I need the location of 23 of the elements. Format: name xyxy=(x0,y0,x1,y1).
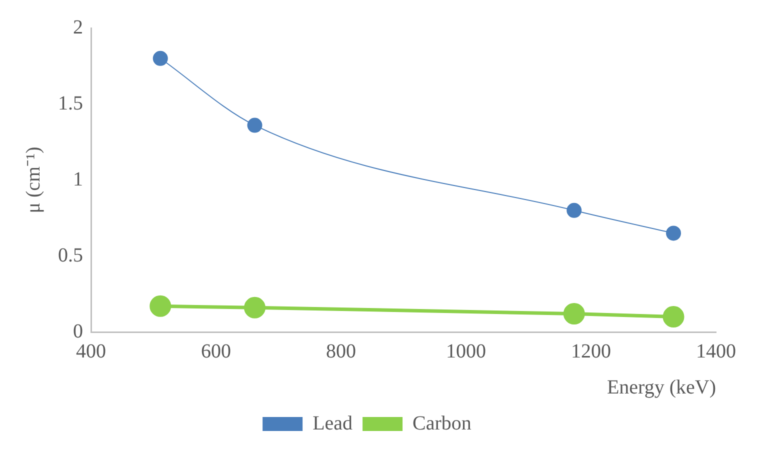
y-tick-label: 1 xyxy=(73,168,83,190)
point xyxy=(152,50,168,66)
y-axis-title: μ (cm⁻¹) xyxy=(22,146,44,214)
point xyxy=(150,295,172,317)
x-tick-label: 1000 xyxy=(446,340,486,362)
point xyxy=(563,303,585,325)
point xyxy=(566,202,582,218)
point xyxy=(247,118,262,133)
x-axis-title: Energy (keV) xyxy=(606,376,716,398)
point xyxy=(666,226,681,241)
y-tick-label: 0 xyxy=(73,320,83,342)
point xyxy=(244,296,266,318)
x-tick-label: 1400 xyxy=(696,340,736,362)
y-tick-label: 0.5 xyxy=(58,244,83,266)
x-tick-label: 600 xyxy=(201,340,231,362)
x-tick-label: 400 xyxy=(76,340,106,362)
y-tick-label: 2 xyxy=(73,16,83,38)
legend-label: Carbon xyxy=(412,412,472,434)
legend-label: Lead xyxy=(312,412,353,434)
y-tick-label: 1.5 xyxy=(58,92,83,114)
point xyxy=(662,306,684,328)
x-tick-label: 1200 xyxy=(571,340,611,362)
x-tick-label: 800 xyxy=(326,340,356,362)
